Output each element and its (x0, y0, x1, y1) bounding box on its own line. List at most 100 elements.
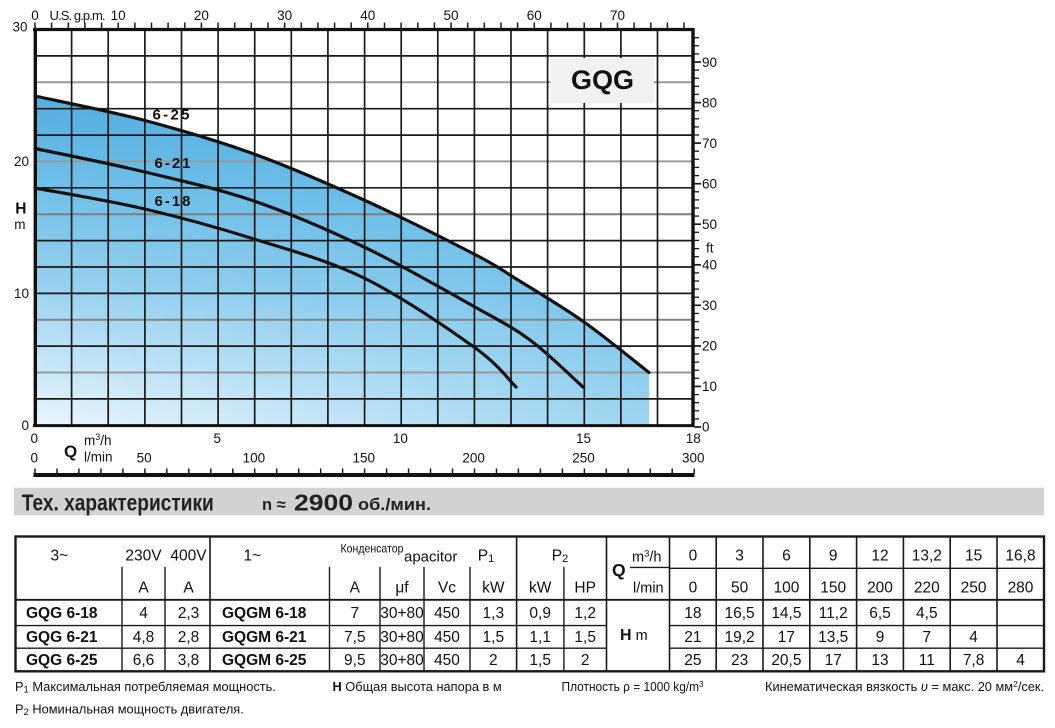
svg-text:H: H (15, 201, 26, 218)
svg-text:10: 10 (702, 379, 717, 394)
svg-text:150: 150 (820, 580, 846, 597)
svg-text:6,5: 6,5 (869, 605, 891, 622)
svg-text:n ≈: n ≈ (262, 496, 286, 514)
svg-text:80: 80 (702, 95, 717, 110)
svg-text:19,2: 19,2 (725, 629, 755, 646)
svg-text:20: 20 (14, 154, 29, 169)
svg-text:12: 12 (871, 548, 888, 565)
svg-text:20: 20 (702, 339, 717, 354)
svg-text:60: 60 (702, 177, 717, 192)
svg-text:13: 13 (871, 652, 888, 669)
svg-text:6-21: 6-21 (155, 155, 191, 172)
svg-text:об./мин.: об./мин. (358, 496, 431, 514)
svg-text:60: 60 (527, 8, 542, 23)
svg-text:A: A (138, 580, 149, 597)
svg-text:280: 280 (1008, 580, 1034, 597)
svg-text:7,8: 7,8 (963, 652, 985, 669)
svg-text:A: A (350, 580, 361, 597)
svg-text:30: 30 (12, 20, 27, 35)
svg-text:220: 220 (914, 580, 940, 597)
svg-text:4: 4 (969, 629, 978, 646)
svg-text:6,6: 6,6 (133, 652, 155, 669)
svg-text:20: 20 (194, 8, 209, 23)
svg-text:100: 100 (243, 451, 266, 466)
svg-text:U.S. g.p.m.: U.S. g.p.m. (50, 8, 106, 23)
svg-text:0: 0 (702, 420, 710, 435)
svg-text:apacitor: apacitor (404, 549, 457, 566)
svg-text:Тех. характеристики: Тех. характеристики (22, 490, 214, 516)
svg-text:1,1: 1,1 (529, 629, 551, 646)
svg-text:4: 4 (139, 605, 148, 622)
svg-text:5: 5 (214, 431, 222, 446)
svg-text:18: 18 (684, 605, 701, 622)
svg-text:90: 90 (702, 55, 717, 70)
svg-text:GQGM 6-18: GQGM 6-18 (222, 605, 307, 622)
svg-text:0,9: 0,9 (529, 605, 551, 622)
svg-text:Кинематическая вязкость υ = ма: Кинематическая вязкость υ = макс. 20 мм2… (765, 679, 1044, 694)
svg-text:m3/h: m3/h (632, 549, 661, 566)
svg-text:250: 250 (572, 451, 595, 466)
svg-text:Q: Q (64, 442, 77, 461)
svg-text:H m: H m (620, 627, 648, 644)
svg-text:25: 25 (684, 652, 701, 669)
svg-text:9: 9 (829, 548, 838, 565)
svg-text:ft: ft (706, 241, 714, 256)
svg-text:40: 40 (360, 8, 375, 23)
svg-text:20,5: 20,5 (771, 652, 801, 669)
svg-text:0: 0 (31, 8, 39, 23)
svg-text:21: 21 (684, 629, 701, 646)
svg-text:17: 17 (778, 629, 795, 646)
svg-text:1,5: 1,5 (483, 629, 505, 646)
svg-text:1~: 1~ (244, 548, 262, 565)
svg-text:2,3: 2,3 (178, 605, 200, 622)
svg-text:0: 0 (689, 580, 698, 597)
svg-text:A: A (183, 580, 194, 597)
svg-text:GQG: GQG (571, 65, 634, 95)
svg-text:70: 70 (702, 136, 717, 151)
svg-text:10: 10 (14, 286, 29, 301)
svg-text:30+80: 30+80 (380, 652, 424, 669)
svg-text:1,5: 1,5 (574, 629, 596, 646)
svg-text:0: 0 (30, 451, 38, 466)
svg-text:11: 11 (919, 652, 935, 669)
svg-text:23: 23 (731, 652, 748, 669)
svg-text:2: 2 (489, 652, 498, 669)
svg-text:14,5: 14,5 (771, 605, 801, 622)
svg-text:450: 450 (434, 652, 460, 669)
svg-text:0: 0 (30, 431, 38, 446)
svg-text:200: 200 (462, 451, 485, 466)
svg-text:H Общая высота напора в м: H Общая высота напора в м (333, 679, 502, 694)
svg-text:250: 250 (961, 580, 987, 597)
svg-text:11,2: 11,2 (819, 605, 848, 622)
svg-text:450: 450 (434, 605, 460, 622)
svg-text:m3/h: m3/h (84, 432, 112, 448)
svg-text:Плотность ρ = 1000 kg/m3: Плотность ρ = 1000 kg/m3 (562, 679, 704, 694)
svg-text:3: 3 (735, 548, 744, 565)
svg-text:6-18: 6-18 (155, 193, 191, 210)
svg-text:P2 Номинальная мощность двигат: P2 Номинальная мощность двигателя. (15, 702, 244, 719)
svg-text:18: 18 (686, 431, 701, 446)
svg-text:GQG 6-18: GQG 6-18 (26, 605, 98, 622)
svg-text:9: 9 (876, 629, 885, 646)
svg-text:P1 Максимальная потребляемая м: P1 Максимальная потребляемая мощность. (15, 679, 276, 696)
svg-text:3~: 3~ (51, 548, 69, 565)
svg-text:13,5: 13,5 (818, 629, 848, 646)
svg-text:μf: μf (395, 580, 409, 597)
svg-text:150: 150 (353, 451, 376, 466)
svg-text:2: 2 (581, 652, 590, 669)
svg-text:7,5: 7,5 (344, 629, 366, 646)
svg-text:Конденсатор: Конденсатор (341, 542, 404, 556)
svg-text:kW: kW (529, 580, 552, 597)
svg-text:9,5: 9,5 (344, 652, 366, 669)
svg-text:GQGM 6-25: GQGM 6-25 (222, 652, 307, 669)
svg-text:50: 50 (443, 8, 458, 23)
svg-text:4,5: 4,5 (916, 605, 938, 622)
svg-text:30: 30 (277, 8, 292, 23)
svg-text:Q: Q (612, 560, 626, 580)
svg-text:1,3: 1,3 (483, 605, 505, 622)
svg-text:15: 15 (576, 431, 591, 446)
svg-text:4,8: 4,8 (133, 629, 155, 646)
svg-text:GQGM 6-21: GQGM 6-21 (222, 629, 307, 646)
svg-text:HP: HP (574, 580, 596, 597)
svg-text:2900: 2900 (294, 490, 353, 516)
